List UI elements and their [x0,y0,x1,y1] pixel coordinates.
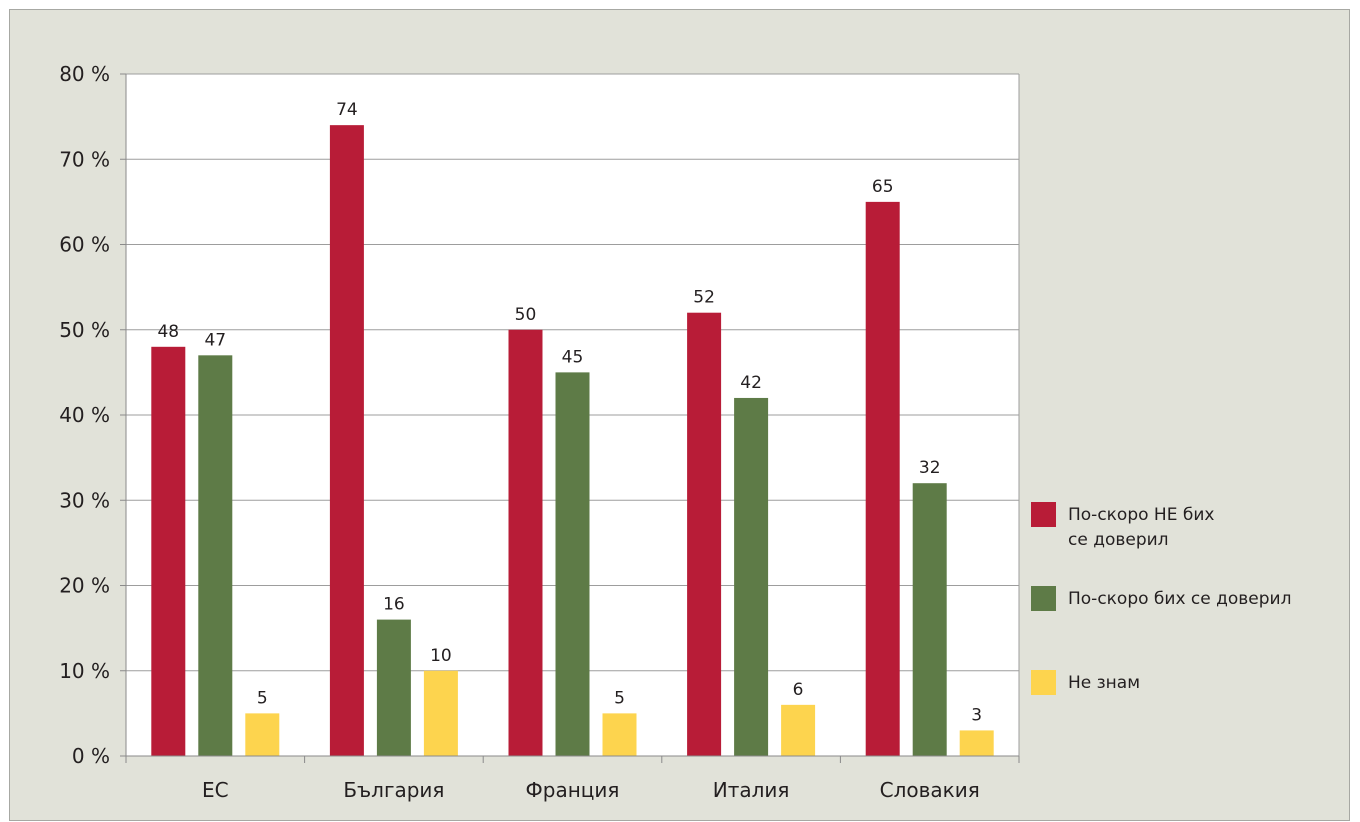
x-tick-label: Франция [526,778,620,802]
y-axis-tick-labels: 0 % 10 % 20 % 30 % 40 % 50 % 60 % 70 % 80 % [59,62,110,768]
x-tick-label: Словакия [880,778,980,802]
legend-label: По-скоро бих се доверил [1068,589,1291,609]
bar [602,713,637,756]
legend-label: Не знам [1068,673,1140,693]
bar [376,619,411,756]
y-tick-label: 20 % [59,574,110,598]
y-tick-label: 50 % [59,318,110,342]
bar [912,483,947,756]
y-tick-label: 30 % [59,488,110,512]
data-label: 47 [204,330,226,350]
y-tick-label: 80 % [59,62,110,86]
bar [555,372,590,756]
data-label: 5 [257,688,268,708]
data-label: 42 [740,373,762,393]
bar [423,670,458,756]
legend-label: По-скоро НЕ бих се доверил [1068,505,1214,550]
bar [959,730,994,756]
x-tick-label: ЕС [202,778,229,802]
bar [245,713,280,756]
legend-swatch [1031,670,1056,695]
data-label: 16 [383,595,405,615]
bar [151,346,186,756]
legend-label-line: се доверил [1068,530,1169,550]
bar [508,329,543,756]
legend-label-line: По-скоро НЕ бих [1068,505,1214,525]
bar [198,355,233,756]
bar [734,397,769,756]
legend-swatch [1031,502,1056,527]
data-labels: 48 47 5 74 16 10 50 45 5 52 42 6 65 32 3 [157,100,982,725]
y-tick-label: 0 % [72,744,110,768]
bar [687,312,722,756]
y-tick-label: 70 % [59,147,110,171]
x-tick-label: България [343,778,444,802]
bar [329,125,364,756]
x-tick-label: Италия [713,778,790,802]
data-label: 32 [919,458,941,478]
legend-label-line: Не знам [1068,673,1140,693]
bar [865,201,900,756]
data-label: 5 [614,688,625,708]
data-label: 50 [515,305,537,325]
legend-swatch [1031,586,1056,611]
x-axis-tick-labels: ЕС България Франция Италия Словакия [202,778,980,802]
data-label: 48 [157,322,179,342]
chart-frame: 0 % 10 % 20 % 30 % 40 % 50 % 60 % 70 % 80 % ЕС Бъ… [9,9,1350,821]
legend-label-line: По-скоро бих се доверил [1068,589,1291,609]
bar-chart: 0 % 10 % 20 % 30 % 40 % 50 % 60 % 70 % 80 % ЕС Бъ… [59,62,1291,802]
y-tick-label: 10 % [59,659,110,683]
data-label: 45 [562,347,584,367]
y-tick-label: 40 % [59,403,110,427]
bars [151,125,994,756]
data-label: 52 [693,288,715,308]
data-label: 6 [793,680,804,700]
y-tick-label: 60 % [59,233,110,257]
data-label: 3 [971,705,982,725]
legend: По-скоро НЕ бих се доверил По-скоро бих се… [1031,502,1291,695]
data-label: 74 [336,100,358,120]
data-label: 10 [430,646,452,666]
bar [781,704,816,756]
axes [120,73,1020,763]
data-label: 65 [872,177,894,197]
